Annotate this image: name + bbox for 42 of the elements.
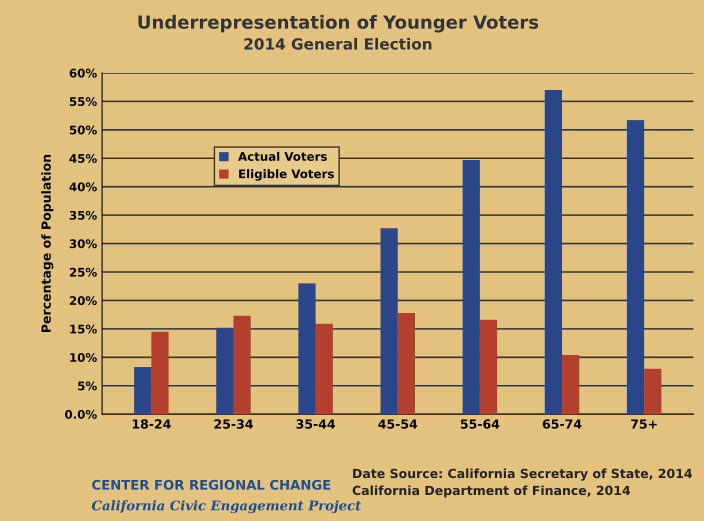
y-tick-label: 15% [70,324,97,334]
x-tick-label: 75+ [631,419,657,429]
legend-label: Eligible Voters [239,169,334,181]
bar [462,160,480,414]
x-tick-label: 18-24 [132,419,171,429]
bar [398,312,416,414]
x-tick-label: 25-34 [214,419,253,429]
bar [626,120,644,414]
bar [151,332,169,414]
bar [544,90,562,414]
y-tick-label: 20% [70,296,97,306]
y-tick-label: 50% [70,126,97,134]
text: Date Source: California Secretary of State, 2014 California Department of Finance, 2014 [352,468,692,498]
y-tick-label: 40% [69,182,97,192]
bar [298,283,316,414]
x-tick-label: 55-64 [460,419,500,429]
bar [316,324,333,414]
bar [216,328,234,414]
y-tick-label: 45% [69,154,97,163]
y-tick-label: 0.0% [65,410,97,419]
y-tick-label: 30% [70,239,97,248]
bar [644,368,662,414]
bar [480,320,498,414]
text: CENTER FOR REGIONAL CHANGE [92,480,330,490]
legend-label: Actual Voters [238,152,327,161]
chart-title: Underrepresentation of Younger Voters [138,14,538,33]
x-tick-label: 65-74 [542,419,582,429]
bar [562,355,580,414]
y-tick-label: 60% [70,68,97,78]
y-axis-title: Percentage of Population [41,154,54,332]
y-tick-label: 10% [70,353,97,362]
x-tick-label: 35-44 [296,419,336,429]
y-tick-label: 25% [70,268,97,277]
y-tick-label: 35% [70,210,97,220]
bar [233,316,251,414]
chart-subtitle: 2014 General Election [244,38,432,50]
y-tick-label: 55% [70,97,97,106]
bar [134,366,152,414]
text: California Civic Engagement Project [92,500,362,514]
bar [380,228,398,414]
y-tick-label: 5% [78,381,97,390]
x-tick-label: 45-54 [378,419,418,429]
